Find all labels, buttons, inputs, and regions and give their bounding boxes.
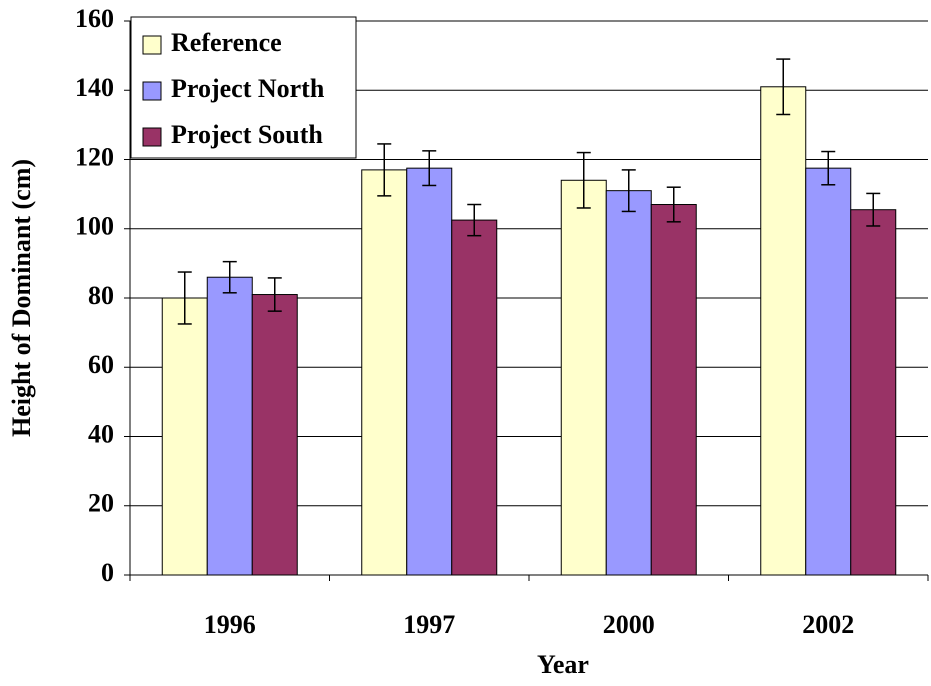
bar <box>850 209 897 576</box>
x-tick-label: 1997 <box>403 610 455 639</box>
legend-swatch <box>142 127 162 147</box>
bar <box>206 276 253 576</box>
legend-label: Reference <box>171 28 282 57</box>
y-tick-label: 80 <box>88 281 114 310</box>
legend-swatch <box>142 35 162 55</box>
bar <box>251 294 298 576</box>
y-tick-label: 100 <box>75 212 114 241</box>
legend-box <box>130 16 357 159</box>
bar <box>361 169 408 576</box>
bar <box>805 167 852 576</box>
y-tick-label: 60 <box>88 350 114 379</box>
x-tick-label: 1996 <box>204 610 256 639</box>
legend-label: Project South <box>171 120 323 149</box>
bar <box>560 179 607 576</box>
bar <box>406 167 453 576</box>
x-tick-label: 2002 <box>802 610 854 639</box>
y-tick-label: 40 <box>88 419 114 448</box>
bar <box>605 190 652 576</box>
bar <box>161 297 208 576</box>
y-tick-label: 0 <box>101 558 114 587</box>
y-tick-label: 140 <box>75 73 114 102</box>
legend-swatch <box>142 81 162 101</box>
legend-label: Project North <box>171 74 325 103</box>
y-tick-label: 120 <box>75 142 114 171</box>
bar <box>760 86 807 576</box>
y-axis-label: Height of Dominant (cm) <box>7 159 36 437</box>
bar <box>650 204 697 576</box>
x-axis-label: Year <box>537 650 589 679</box>
y-tick-label: 160 <box>75 4 114 33</box>
bar <box>451 219 498 576</box>
x-tick-label: 2000 <box>603 610 655 639</box>
y-tick-label: 20 <box>88 489 114 518</box>
